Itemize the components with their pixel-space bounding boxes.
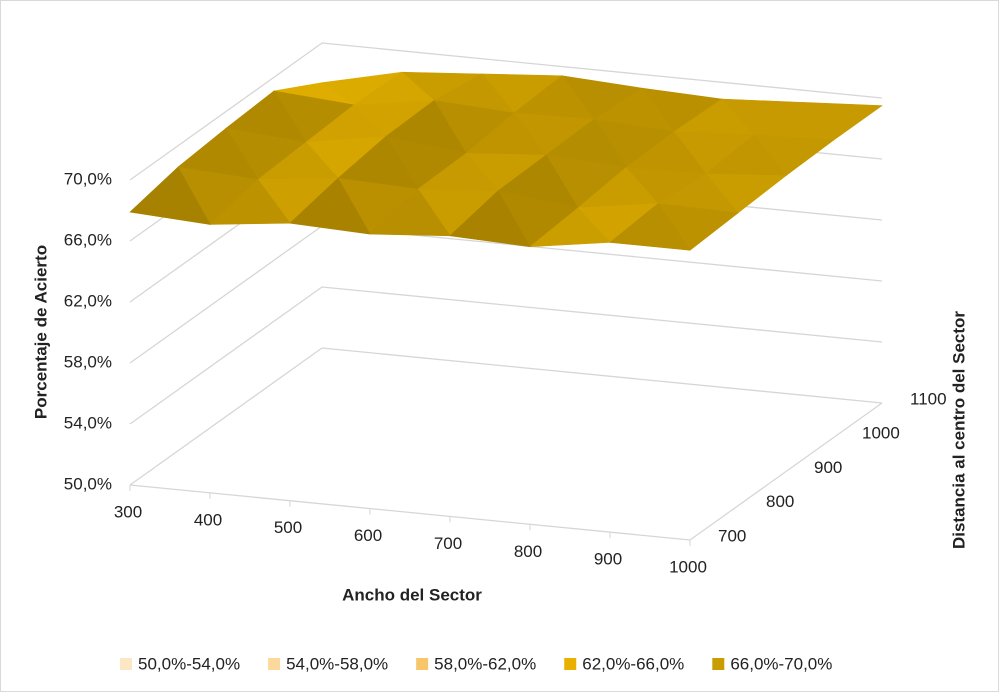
x-tick-label: 1000 [669, 557, 707, 576]
surface-face [449, 190, 531, 248]
grid-line [129, 347, 883, 486]
grid-line [129, 286, 883, 425]
y-tick-label: 1000 [862, 424, 900, 443]
x-axis-title: Ancho del Sector [342, 585, 482, 604]
z-tick-label: 70,0% [64, 169, 112, 188]
legend-swatch [416, 658, 429, 670]
legend-swatch [564, 658, 577, 670]
legend-label: 58,0%-62,0% [434, 654, 536, 673]
z-tick-label: 58,0% [64, 352, 112, 371]
x-tick-label: 700 [434, 534, 462, 553]
surface-face [529, 207, 611, 248]
x-tick-label: 600 [354, 526, 382, 545]
legend-swatch [268, 658, 281, 670]
grid-line [129, 42, 883, 181]
y-tick-label: 800 [766, 492, 794, 511]
y-tick-label: 1100 [910, 389, 947, 408]
surface-face [209, 179, 291, 225]
surface-face [369, 188, 451, 237]
legend-label: 62,0%-66,0% [582, 654, 684, 673]
surface-face [609, 203, 691, 251]
legend-swatch [712, 658, 725, 670]
x-tick-label: 900 [594, 550, 622, 569]
x-tick-label: 300 [114, 502, 142, 521]
z-tick-label: 50,0% [64, 474, 112, 493]
z-tick-label: 66,0% [64, 230, 112, 249]
y-axis-title: Distancia al centro del Sector [949, 311, 968, 549]
z-tick-label: 54,0% [64, 413, 112, 432]
x-tick-label: 800 [514, 542, 542, 561]
z-tick-label: 62,0% [64, 291, 112, 310]
x-tick-label: 500 [274, 518, 302, 537]
legend-swatch [120, 658, 132, 670]
x-tick-label: 400 [194, 510, 222, 529]
legend-label: 66,0%-70,0% [730, 654, 832, 673]
legend-label: 50,0%-54,0% [138, 654, 240, 673]
y-tick-label: 700 [718, 526, 746, 545]
surface-face [129, 166, 211, 225]
z-axis-title: Porcentaje de Acierto [31, 245, 50, 419]
legend-label: 54,0%-58,0% [286, 654, 388, 673]
surface-face [289, 177, 371, 235]
y-tick-label: 900 [814, 458, 842, 477]
